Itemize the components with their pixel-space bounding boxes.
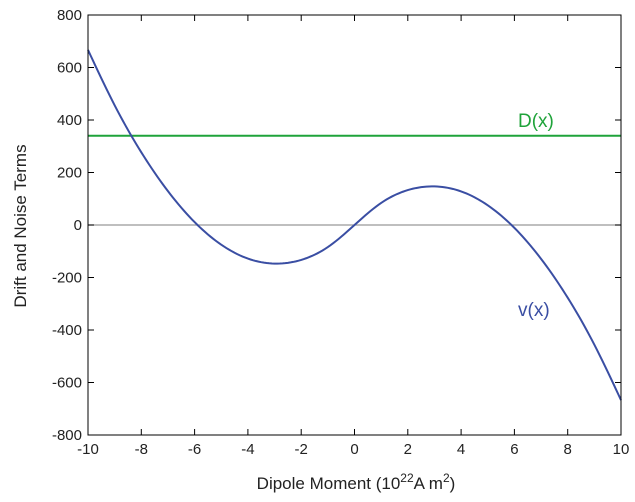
y-tick-label: -600 bbox=[52, 375, 82, 392]
x-tick-label: 2 bbox=[404, 441, 412, 458]
x-tick-label: 8 bbox=[564, 441, 572, 458]
x-tick-label: -8 bbox=[135, 441, 148, 458]
y-tick-label: 800 bbox=[57, 7, 82, 24]
y-tick-label: 400 bbox=[57, 112, 82, 129]
y-tick-label: -800 bbox=[52, 427, 82, 444]
ticks-layer: -10 -8 -6 -4 -2 0 2 4 6 8 10 -800 -600 -400 -200 0 200 40… bbox=[52, 7, 629, 458]
x-tick-label: 6 bbox=[510, 441, 518, 458]
x-axis-title: Dipole Moment (1022A m2) bbox=[257, 471, 456, 493]
x-tick-label: 4 bbox=[457, 441, 465, 458]
y-tick-label: -200 bbox=[52, 270, 82, 287]
x-tick-label: -10 bbox=[77, 441, 99, 458]
x-axis-title-main: Dipole Moment (10 bbox=[257, 474, 401, 493]
y-tick-label: 600 bbox=[57, 60, 82, 77]
y-tick-label: 200 bbox=[57, 165, 82, 182]
y-tick-label: 0 bbox=[74, 217, 82, 234]
x-tick-label: 0 bbox=[350, 441, 358, 458]
series-layer bbox=[87, 49, 622, 401]
x-tick-label: -2 bbox=[295, 441, 308, 458]
series-label-v: v(x) bbox=[518, 300, 550, 321]
x-tick-label: -6 bbox=[188, 441, 201, 458]
x-axis-title-sup2: 2 bbox=[443, 471, 450, 485]
x-tick-label: 10 bbox=[613, 441, 630, 458]
x-tick-label: -4 bbox=[241, 441, 254, 458]
y-tick-label: -400 bbox=[52, 322, 82, 339]
x-axis-title-mid: A m bbox=[414, 474, 443, 493]
series-label-d: D(x) bbox=[518, 111, 554, 132]
series-line-v bbox=[87, 49, 622, 401]
x-axis-title-end: ) bbox=[450, 474, 456, 493]
x-axis-title-sup1: 22 bbox=[400, 471, 414, 485]
y-axis-title: Drift and Noise Terms bbox=[11, 144, 30, 307]
